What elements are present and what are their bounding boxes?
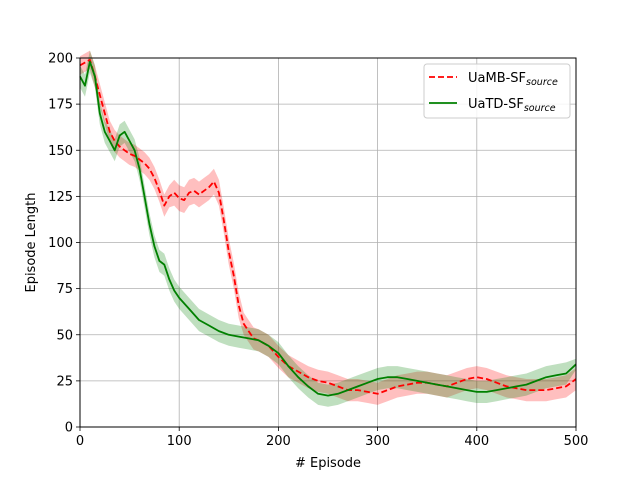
y-tick-label: 50 (56, 328, 73, 343)
x-tick-label: 500 (564, 434, 589, 449)
x-tick-label: 300 (365, 434, 390, 449)
y-tick-label: 75 (56, 282, 73, 297)
y-tick-label: 200 (48, 52, 73, 67)
legend-box (423, 63, 571, 119)
x-tick-label: 100 (167, 434, 192, 449)
series-2-line (79, 60, 577, 397)
legend-label-1-name: UaMB-SF (468, 71, 526, 86)
y-tick-label: 0 (65, 421, 73, 436)
y-tick-label: 150 (48, 144, 73, 159)
x-tick-label: 400 (464, 434, 489, 449)
x-tick-label: 200 (266, 434, 291, 449)
series-2-band (80, 50, 576, 407)
y-tick-label: 100 (48, 236, 73, 251)
x-axis-label: # Episode (295, 456, 361, 471)
y-tick-label: 125 (48, 190, 73, 205)
legend-label-2-name: UaTD-SF (468, 97, 524, 112)
legend-label-1: UaMB-SFsource (468, 71, 558, 88)
series-lines (79, 58, 577, 397)
axis-ticks: 0 100 200 300 400 500 0 25 50 75 100 125 150 175 200 (48, 52, 588, 450)
y-axis-label: Episode Length (24, 192, 39, 292)
series-1-line (79, 58, 577, 395)
confidence-bands (80, 50, 576, 407)
y-tick-label: 175 (48, 98, 73, 113)
y-tick-label: 25 (56, 374, 73, 389)
x-tick-label: 0 (76, 434, 84, 449)
legend-label-2-subscript: source (524, 103, 556, 114)
legend-label-2: UaTD-SFsource (468, 97, 556, 114)
legend-label-1-subscript: source (526, 77, 558, 88)
